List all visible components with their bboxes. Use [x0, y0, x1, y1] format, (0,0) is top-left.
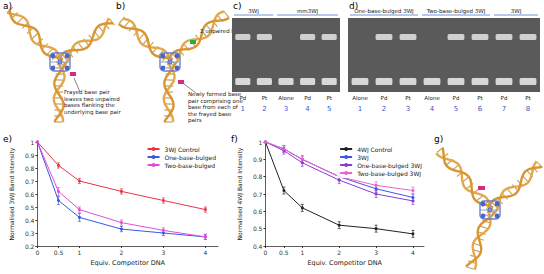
svg-text:Frayed base pair: Frayed base pair — [64, 89, 110, 95]
svg-text:Alone: Alone — [352, 95, 368, 101]
svg-text:1: 1 — [358, 105, 362, 113]
svg-text:3WJ: 3WJ — [357, 154, 369, 162]
svg-text:Two-base-bulged: Two-base-bulged — [164, 162, 216, 170]
svg-text:0.9: 0.9 — [253, 156, 263, 163]
svg-text:Alone: Alone — [278, 95, 294, 101]
svg-text:g): g) — [434, 134, 443, 144]
svg-text:Normalised 4WJ Band Intensity: Normalised 4WJ Band Intensity — [236, 147, 244, 240]
svg-text:0.7: 0.7 — [253, 191, 263, 198]
svg-text:0.6: 0.6 — [253, 208, 263, 215]
svg-text:Two-base-bulged 3WJ: Two-base-bulged 3WJ — [356, 170, 421, 178]
svg-text:Two-base-bulged 3WJ: Two-base-bulged 3WJ — [426, 8, 486, 15]
svg-text:6: 6 — [478, 105, 483, 113]
svg-text:Pt: Pt — [326, 95, 332, 101]
svg-text:0.5: 0.5 — [54, 249, 64, 256]
svg-text:0.9: 0.9 — [25, 152, 35, 159]
svg-text:1: 1 — [259, 139, 263, 146]
svg-text:2: 2 — [382, 105, 386, 113]
svg-text:Normalised 3WJ Band Intensity: Normalised 3WJ Band Intensity — [8, 147, 16, 240]
svg-text:3: 3 — [284, 105, 288, 113]
svg-text:8: 8 — [526, 105, 530, 113]
svg-text:a): a) — [3, 1, 12, 11]
svg-text:0.8: 0.8 — [253, 173, 263, 180]
svg-text:Pd: Pd — [453, 95, 460, 101]
svg-text:Pd: Pd — [239, 95, 246, 101]
svg-text:2: 2 — [120, 249, 124, 256]
svg-text:3: 3 — [374, 249, 378, 256]
svg-text:0.2: 0.2 — [25, 243, 35, 250]
svg-text:3: 3 — [406, 105, 410, 113]
svg-text:One-base-bulged 3WJ: One-base-bulged 3WJ — [357, 162, 422, 170]
svg-text:5: 5 — [454, 105, 458, 113]
svg-text:2 unpaired bases: 2 unpaired bases — [200, 28, 248, 34]
svg-text:0.5: 0.5 — [253, 225, 263, 232]
svg-text:3WJ Control: 3WJ Control — [165, 146, 200, 154]
svg-text:Newly formed base: Newly formed base — [188, 91, 242, 97]
svg-text:f): f) — [231, 134, 238, 144]
svg-text:bases flanking the: bases flanking the — [64, 102, 115, 108]
svg-text:0.4: 0.4 — [253, 243, 263, 250]
svg-text:4: 4 — [430, 105, 435, 113]
svg-text:the frayed base: the frayed base — [188, 110, 232, 117]
svg-text:Equiv. Competitor DNA: Equiv. Competitor DNA — [90, 259, 165, 267]
svg-text:1: 1 — [300, 249, 304, 256]
svg-text:2: 2 — [262, 105, 266, 113]
svg-text:c): c) — [233, 1, 241, 11]
svg-text:0.6: 0.6 — [25, 191, 35, 198]
svg-text:0.3: 0.3 — [25, 230, 35, 237]
svg-text:1: 1 — [31, 139, 35, 146]
svg-text:leaves two unpaired: leaves two unpaired — [64, 95, 120, 102]
svg-text:5: 5 — [327, 105, 331, 113]
svg-text:mm3WJ: mm3WJ — [297, 8, 319, 15]
svg-text:Pt: Pt — [262, 95, 268, 101]
svg-text:3: 3 — [161, 249, 165, 256]
svg-text:2: 2 — [337, 249, 341, 256]
svg-text:Pd: Pd — [501, 95, 508, 101]
svg-text:Pd: Pd — [304, 95, 311, 101]
svg-text:Pt: Pt — [477, 95, 483, 101]
svg-text:Equiv. Competitor DNA: Equiv. Competitor DNA — [307, 259, 382, 267]
svg-text:underlying base pair: underlying base pair — [64, 109, 121, 116]
svg-text:b): b) — [116, 1, 125, 11]
svg-text:4WJ Control: 4WJ Control — [357, 146, 392, 154]
svg-text:Alone: Alone — [424, 95, 440, 101]
svg-text:pairs: pairs — [188, 117, 202, 124]
svg-text:4: 4 — [305, 105, 310, 113]
svg-text:1: 1 — [241, 105, 245, 113]
svg-text:0.7: 0.7 — [25, 178, 35, 185]
svg-text:d): d) — [349, 1, 359, 11]
svg-text:One-base-bulged 3WJ: One-base-bulged 3WJ — [354, 8, 414, 15]
svg-text:7: 7 — [502, 105, 506, 113]
svg-text:Pt: Pt — [525, 95, 531, 101]
svg-text:1: 1 — [78, 249, 82, 256]
svg-text:4: 4 — [203, 249, 207, 256]
svg-text:pair comprising one: pair comprising one — [188, 97, 243, 104]
svg-text:0: 0 — [36, 249, 40, 256]
svg-text:0: 0 — [264, 249, 268, 256]
svg-text:One-base-bulged: One-base-bulged — [165, 154, 217, 162]
svg-text:3WJ: 3WJ — [511, 8, 522, 15]
svg-text:3WJ: 3WJ — [248, 8, 259, 15]
svg-text:0.5: 0.5 — [25, 204, 35, 211]
svg-text:Pd: Pd — [381, 95, 388, 101]
svg-text:4: 4 — [411, 249, 415, 256]
svg-text:base from each of: base from each of — [188, 104, 239, 110]
svg-text:Pt: Pt — [405, 95, 411, 101]
svg-text:0.8: 0.8 — [25, 165, 35, 172]
svg-text:0.5: 0.5 — [279, 249, 289, 256]
svg-text:e): e) — [3, 134, 12, 144]
svg-text:0.4: 0.4 — [25, 217, 35, 224]
